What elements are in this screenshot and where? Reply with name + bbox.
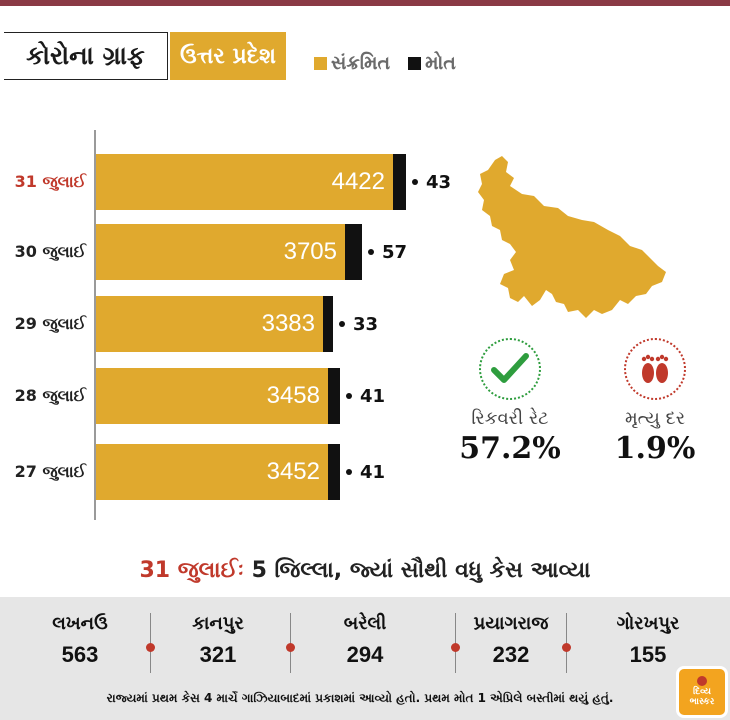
- legend-swatch-deaths: [408, 56, 422, 70]
- legend: સંક્રમિત મોત: [314, 52, 456, 74]
- district-value: 294: [346, 642, 384, 667]
- death-bar: [393, 154, 406, 210]
- recovery-rate-label: રિકવરી રેટ: [471, 408, 549, 429]
- map-shape: [478, 156, 666, 318]
- death-value-text: 33: [353, 313, 379, 335]
- recovery-rate-stat: રિકવરી રેટ 57.2%: [445, 338, 575, 466]
- logo-line-2: ભાસ્કર: [689, 697, 715, 707]
- district-separator: [286, 613, 295, 673]
- recovery-rate-value: 57.2%: [459, 431, 561, 466]
- infected-bar: [96, 296, 323, 352]
- bullet-dot: [339, 321, 345, 327]
- district-value: 321: [199, 642, 237, 667]
- chart-title: કોરોના ગ્રાફ: [4, 32, 168, 80]
- separator-dot: [146, 643, 155, 652]
- infected-value-label: 3452: [266, 458, 320, 485]
- death-bar: [323, 296, 333, 352]
- district-name: લખનઉ: [52, 613, 108, 634]
- infected-value-label: 3458: [266, 382, 320, 409]
- separator-dot: [451, 643, 460, 652]
- logo-dot: [697, 676, 707, 687]
- death-value-label: 43: [412, 154, 451, 210]
- death-badge: [624, 338, 686, 400]
- separator-dot: [562, 643, 571, 652]
- district-name: ગોરખપુર: [616, 613, 680, 634]
- bar-row: 31 જુલાઈ 4422 43: [0, 154, 460, 210]
- district-band: લખનઉ 563 કાનપુર 321 બરેલી 294 પ્રયાગરાજ …: [0, 597, 730, 720]
- top-rule: [0, 0, 730, 6]
- district-item: લખનઉ 563: [15, 613, 145, 668]
- category-label: 29 જુલાઈ: [14, 314, 86, 333]
- category-label: 28 જુલાઈ: [14, 386, 86, 405]
- footprints-icon: [641, 354, 669, 383]
- districts-heading-text: 5 જિલ્લા, જ્યાં સૌથી વધુ કેસ આવ્યા: [251, 558, 591, 583]
- bar-row: 27 જુલાઈ 3452 41: [0, 444, 460, 500]
- district-value: 232: [492, 642, 530, 667]
- divya-bhaskar-logo: દિવ્ય ભાસ્કર: [676, 666, 728, 718]
- infected-value-label: 3383: [261, 310, 315, 337]
- death-value-text: 41: [360, 385, 386, 407]
- bar-row: 30 જુલાઈ 3705 57: [0, 224, 460, 280]
- category-label: 27 જુલાઈ: [14, 462, 86, 481]
- check-icon: [491, 353, 529, 383]
- bullet-dot: [368, 249, 374, 255]
- death-value-text: 57: [382, 241, 408, 263]
- death-value-text: 43: [426, 171, 452, 193]
- legend-label-deaths: મોત: [425, 52, 456, 74]
- death-rate-value: 1.9%: [614, 431, 696, 466]
- axis-line: [94, 130, 96, 520]
- uttar-pradesh-map: [478, 156, 666, 318]
- bullet-dot: [412, 179, 418, 185]
- infected-value-label: 3705: [283, 238, 337, 265]
- death-rate-stat: મૃત્યુ દર 1.9%: [590, 338, 720, 466]
- district-name: પ્રયાગરાજ: [473, 613, 549, 634]
- legend-label-infected: સંક્રમિત: [331, 52, 391, 74]
- district-value: 155: [629, 642, 667, 667]
- district-item: પ્રયાગરાજ 232: [446, 613, 576, 668]
- legend-swatch-infected: [314, 56, 327, 70]
- district-separator: [451, 613, 460, 673]
- district-item: ગોરખપુર 155: [583, 613, 713, 668]
- footnote: રાજ્યમાં પ્રથમ કેસ 4 માર્ચે ગાઝિયાબાદમાં…: [106, 691, 614, 705]
- district-value: 563: [61, 642, 99, 667]
- district-name: બરેલી: [343, 613, 387, 634]
- death-value-label: 33: [339, 296, 378, 352]
- districts-heading: 31 જુલાઈઃ 5 જિલ્લા, જ્યાં સૌથી વધુ કેસ આ…: [0, 558, 730, 583]
- death-bar: [345, 224, 362, 280]
- category-label: 31 જુલાઈ: [14, 172, 86, 191]
- death-value-label: 41: [346, 368, 385, 424]
- infected-bar: [96, 224, 345, 280]
- district-item: બરેલી 294: [300, 613, 430, 668]
- district-item: કાનપુર 321: [153, 613, 283, 668]
- bar-chart: 31 જુલાઈ 4422 43 30 જુલાઈ 3705 57 29 જુલાઈ 3383…: [0, 130, 460, 520]
- bullet-dot: [346, 469, 352, 475]
- legend-item-deaths: મોત: [408, 52, 456, 74]
- bullet-dot: [346, 393, 352, 399]
- district-separator: [146, 613, 155, 673]
- infected-value-label: 4422: [331, 168, 385, 195]
- district-name: કાનપુર: [192, 613, 244, 634]
- death-rate-label: મૃત્યુ દર: [624, 408, 686, 429]
- recovery-badge: [479, 338, 541, 400]
- infected-bar: [96, 154, 393, 210]
- bar-row: 28 જુલાઈ 3458 41: [0, 368, 460, 424]
- infected-bar: [96, 368, 328, 424]
- logo-line-1: દિવ્ય: [693, 687, 711, 698]
- death-bar: [328, 444, 340, 500]
- separator-dot: [286, 643, 295, 652]
- districts-heading-date: 31 જુલાઈઃ: [139, 558, 244, 583]
- death-value-label: 41: [346, 444, 385, 500]
- death-value-text: 41: [360, 461, 386, 483]
- legend-item-infected: સંક્રમિત: [314, 52, 390, 74]
- district-separator: [562, 613, 571, 673]
- bar-row: 29 જુલાઈ 3383 33: [0, 296, 460, 352]
- death-bar: [328, 368, 340, 424]
- infected-bar: [96, 444, 328, 500]
- state-tag: ઉત્તર પ્રદેશ: [170, 32, 286, 80]
- death-value-label: 57: [368, 224, 407, 280]
- category-label: 30 જુલાઈ: [14, 242, 86, 261]
